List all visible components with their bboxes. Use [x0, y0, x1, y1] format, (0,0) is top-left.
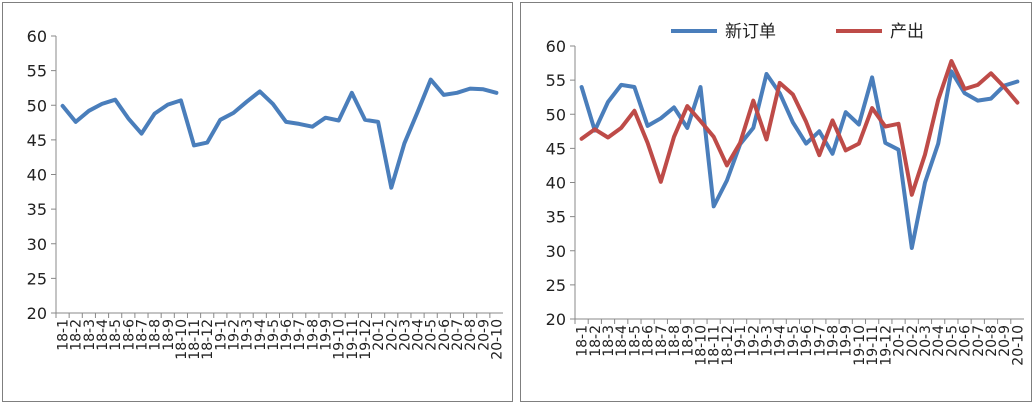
x-tick-label: 18-10	[174, 319, 190, 360]
x-tick-label: 18-7	[654, 325, 670, 357]
x-tick-label: 19-7	[292, 319, 308, 351]
y-tick-label: 40	[27, 166, 47, 185]
x-tick-label: 19-3	[759, 325, 775, 357]
x-tick-label: 20-2	[384, 319, 400, 351]
x-tick-label: 18-11	[187, 319, 203, 360]
chart-panel-right: 20 25 30 35 40 45 50 55 60 18-1 18-2 18-3 18-4 18-5 18…	[520, 2, 1032, 402]
x-tick-label: 20-8	[984, 325, 1000, 357]
y-tick-label: 60	[27, 27, 47, 46]
x-tick-label: 20-10	[1010, 325, 1026, 366]
y-tick-label: 55	[546, 71, 566, 90]
x-tick-label: 20-8	[463, 319, 479, 351]
legend-label-0: 新订单	[725, 22, 776, 42]
y-tick-label: 35	[27, 200, 47, 219]
x-tick-label: 18-8	[667, 325, 683, 357]
y-tick-label: 45	[546, 139, 566, 158]
series-line-0	[579, 69, 1020, 250]
x-tick-label: 20-9	[997, 325, 1013, 357]
line-chart-right: 20253035404550556018-118-218-318-418-518…	[546, 22, 1027, 366]
x-tick-label: 20-7	[450, 319, 466, 351]
x-tick-label: 19-7	[812, 325, 828, 357]
x-tick-label: 19-1	[733, 325, 749, 357]
x-tick-label: 19-5	[786, 325, 802, 357]
x-tick-label: 18-6	[641, 325, 657, 357]
x-tick-label: 20-6	[958, 325, 974, 357]
x-tick-label: 19-1	[213, 319, 229, 351]
x-tick-label: 19-2	[226, 319, 242, 351]
x-tick-label: 19-5	[266, 319, 282, 351]
series-line-1	[579, 59, 1020, 197]
y-tick-label: 55	[27, 62, 47, 81]
x-tick-label: 19-8	[305, 319, 321, 351]
x-tick-label: 20-1	[892, 325, 908, 357]
x-tick-label: 19-10	[332, 319, 348, 360]
y-tick-label: 35	[546, 208, 566, 227]
x-tick-label: 19-3	[240, 319, 256, 351]
x-tick-label: 18-12	[720, 325, 736, 366]
x-tick-label: 19-8	[826, 325, 842, 357]
x-tick-label: 18-8	[148, 319, 164, 351]
y-tick-label: 30	[27, 235, 47, 254]
chart-panel-left: 20 25 30 35 40 45 50 55 60 18-1 18-2 18-3 18-4 18-5 18…	[2, 2, 513, 402]
y-tick-label: 25	[27, 269, 47, 288]
y-tick-label: 20	[546, 310, 566, 329]
x-tick-label: 18-9	[161, 319, 177, 351]
x-tick-label: 19-10	[852, 325, 868, 366]
x-tick-label: 18-9	[680, 325, 696, 357]
x-tick-label: 19-12	[358, 319, 374, 360]
x-tick-label: 20-7	[971, 325, 987, 357]
x-tick-label: 19-6	[279, 319, 295, 351]
x-tick-label: 18-3	[82, 319, 98, 351]
x-tick-label: 19-9	[319, 319, 335, 351]
x-tick-label: 19-4	[773, 325, 789, 357]
x-tick-label: 19-11	[865, 325, 881, 366]
x-tick-label: 19-2	[746, 325, 762, 357]
x-tick-label: 18-6	[121, 319, 137, 351]
y-tick-label: 30	[546, 242, 566, 261]
x-tick-label: 18-3	[601, 325, 617, 357]
x-tick-label: 18-5	[627, 325, 643, 357]
series-line-0	[60, 77, 499, 190]
y-tick-label: 50	[546, 105, 566, 124]
x-tick-label: 20-3	[918, 325, 934, 357]
x-tick-label: 19-11	[345, 319, 361, 360]
x-tick-label: 18-7	[134, 319, 150, 351]
x-tick-label: 20-10	[489, 319, 505, 360]
x-tick-label: 20-3	[397, 319, 413, 351]
x-tick-label: 20-5	[424, 319, 440, 351]
x-tick-label: 19-12	[878, 325, 894, 366]
x-tick-label: 18-10	[693, 325, 709, 366]
x-tick-label: 20-1	[371, 319, 387, 351]
x-tick-label: 20-5	[944, 325, 960, 357]
y-tick-label: 50	[27, 96, 47, 115]
y-tick-label: 45	[27, 131, 47, 150]
x-tick-label: 20-6	[437, 319, 453, 351]
x-tick-label: 18-12	[200, 319, 216, 360]
x-tick-label: 20-4	[411, 319, 427, 351]
x-tick-label: 20-9	[476, 319, 492, 351]
y-tick-label: 60	[546, 37, 566, 56]
x-tick-label: 19-4	[253, 319, 269, 351]
x-tick-label: 18-11	[707, 325, 723, 366]
x-tick-label: 18-1	[575, 325, 591, 357]
x-tick-label: 18-4	[95, 319, 111, 351]
x-tick-label: 19-6	[799, 325, 815, 357]
y-tick-label: 40	[546, 174, 566, 193]
x-tick-label: 18-2	[588, 325, 604, 357]
y-tick-label: 20	[27, 304, 47, 323]
x-tick-label: 19-9	[839, 325, 855, 357]
x-tick-label: 18-4	[614, 325, 630, 357]
y-tick-label: 25	[546, 276, 566, 295]
x-tick-label: 18-5	[108, 319, 124, 351]
x-tick-label: 18-1	[56, 319, 72, 351]
legend-label-1: 产出	[890, 22, 924, 42]
x-tick-label: 20-2	[905, 325, 921, 357]
line-chart-left: 20253035404550556018-118-218-318-418-518…	[27, 27, 506, 360]
x-tick-label: 20-4	[931, 325, 947, 357]
x-tick-label: 18-2	[69, 319, 85, 351]
